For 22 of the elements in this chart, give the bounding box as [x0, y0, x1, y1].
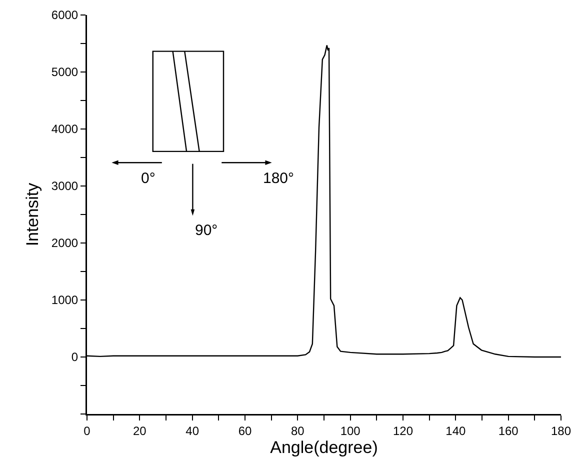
y-tick-label: 2000	[51, 236, 78, 250]
y-axis-title: Intensity	[23, 182, 42, 246]
x-tick-label: 40	[186, 424, 200, 438]
x-tick-label: 20	[132, 424, 147, 438]
y-tick-label: 1000	[51, 293, 78, 308]
x-tick-label: 140	[446, 424, 466, 438]
x-tick-label: 0	[84, 424, 91, 438]
y-tick-label: 4000	[51, 122, 78, 136]
y-tick-label: 0	[71, 350, 78, 364]
y-tick-label: 3000	[51, 179, 78, 194]
x-tick-label: 80	[290, 424, 305, 438]
y-tick-label: 6000	[51, 8, 78, 22]
x-tick-label: 120	[392, 424, 414, 438]
annotation: 0°	[141, 170, 156, 187]
x-tick-label: 180	[550, 424, 572, 438]
x-axis-title: Angle(degree)	[270, 438, 378, 458]
x-tick-label: 160	[498, 424, 519, 438]
annotation: 90°	[195, 222, 218, 239]
x-tick-label: 60	[238, 424, 252, 438]
x-tick-label: 100	[340, 424, 361, 438]
y-tick-label: 5000	[51, 65, 78, 80]
annotation: 180°	[263, 170, 294, 187]
